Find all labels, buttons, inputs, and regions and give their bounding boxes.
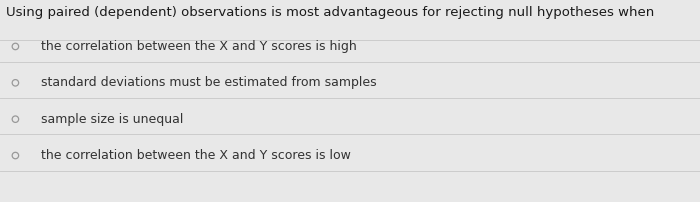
Text: standard deviations must be estimated from samples: standard deviations must be estimated fr… [41, 76, 376, 89]
Text: Using paired (dependent) observations is most advantageous for rejecting null hy: Using paired (dependent) observations is… [6, 6, 654, 19]
Text: the correlation between the X and Y scores is high: the correlation between the X and Y scor… [41, 40, 356, 53]
Text: sample size is unequal: sample size is unequal [41, 113, 183, 126]
Text: the correlation between the X and Y scores is low: the correlation between the X and Y scor… [41, 149, 351, 162]
